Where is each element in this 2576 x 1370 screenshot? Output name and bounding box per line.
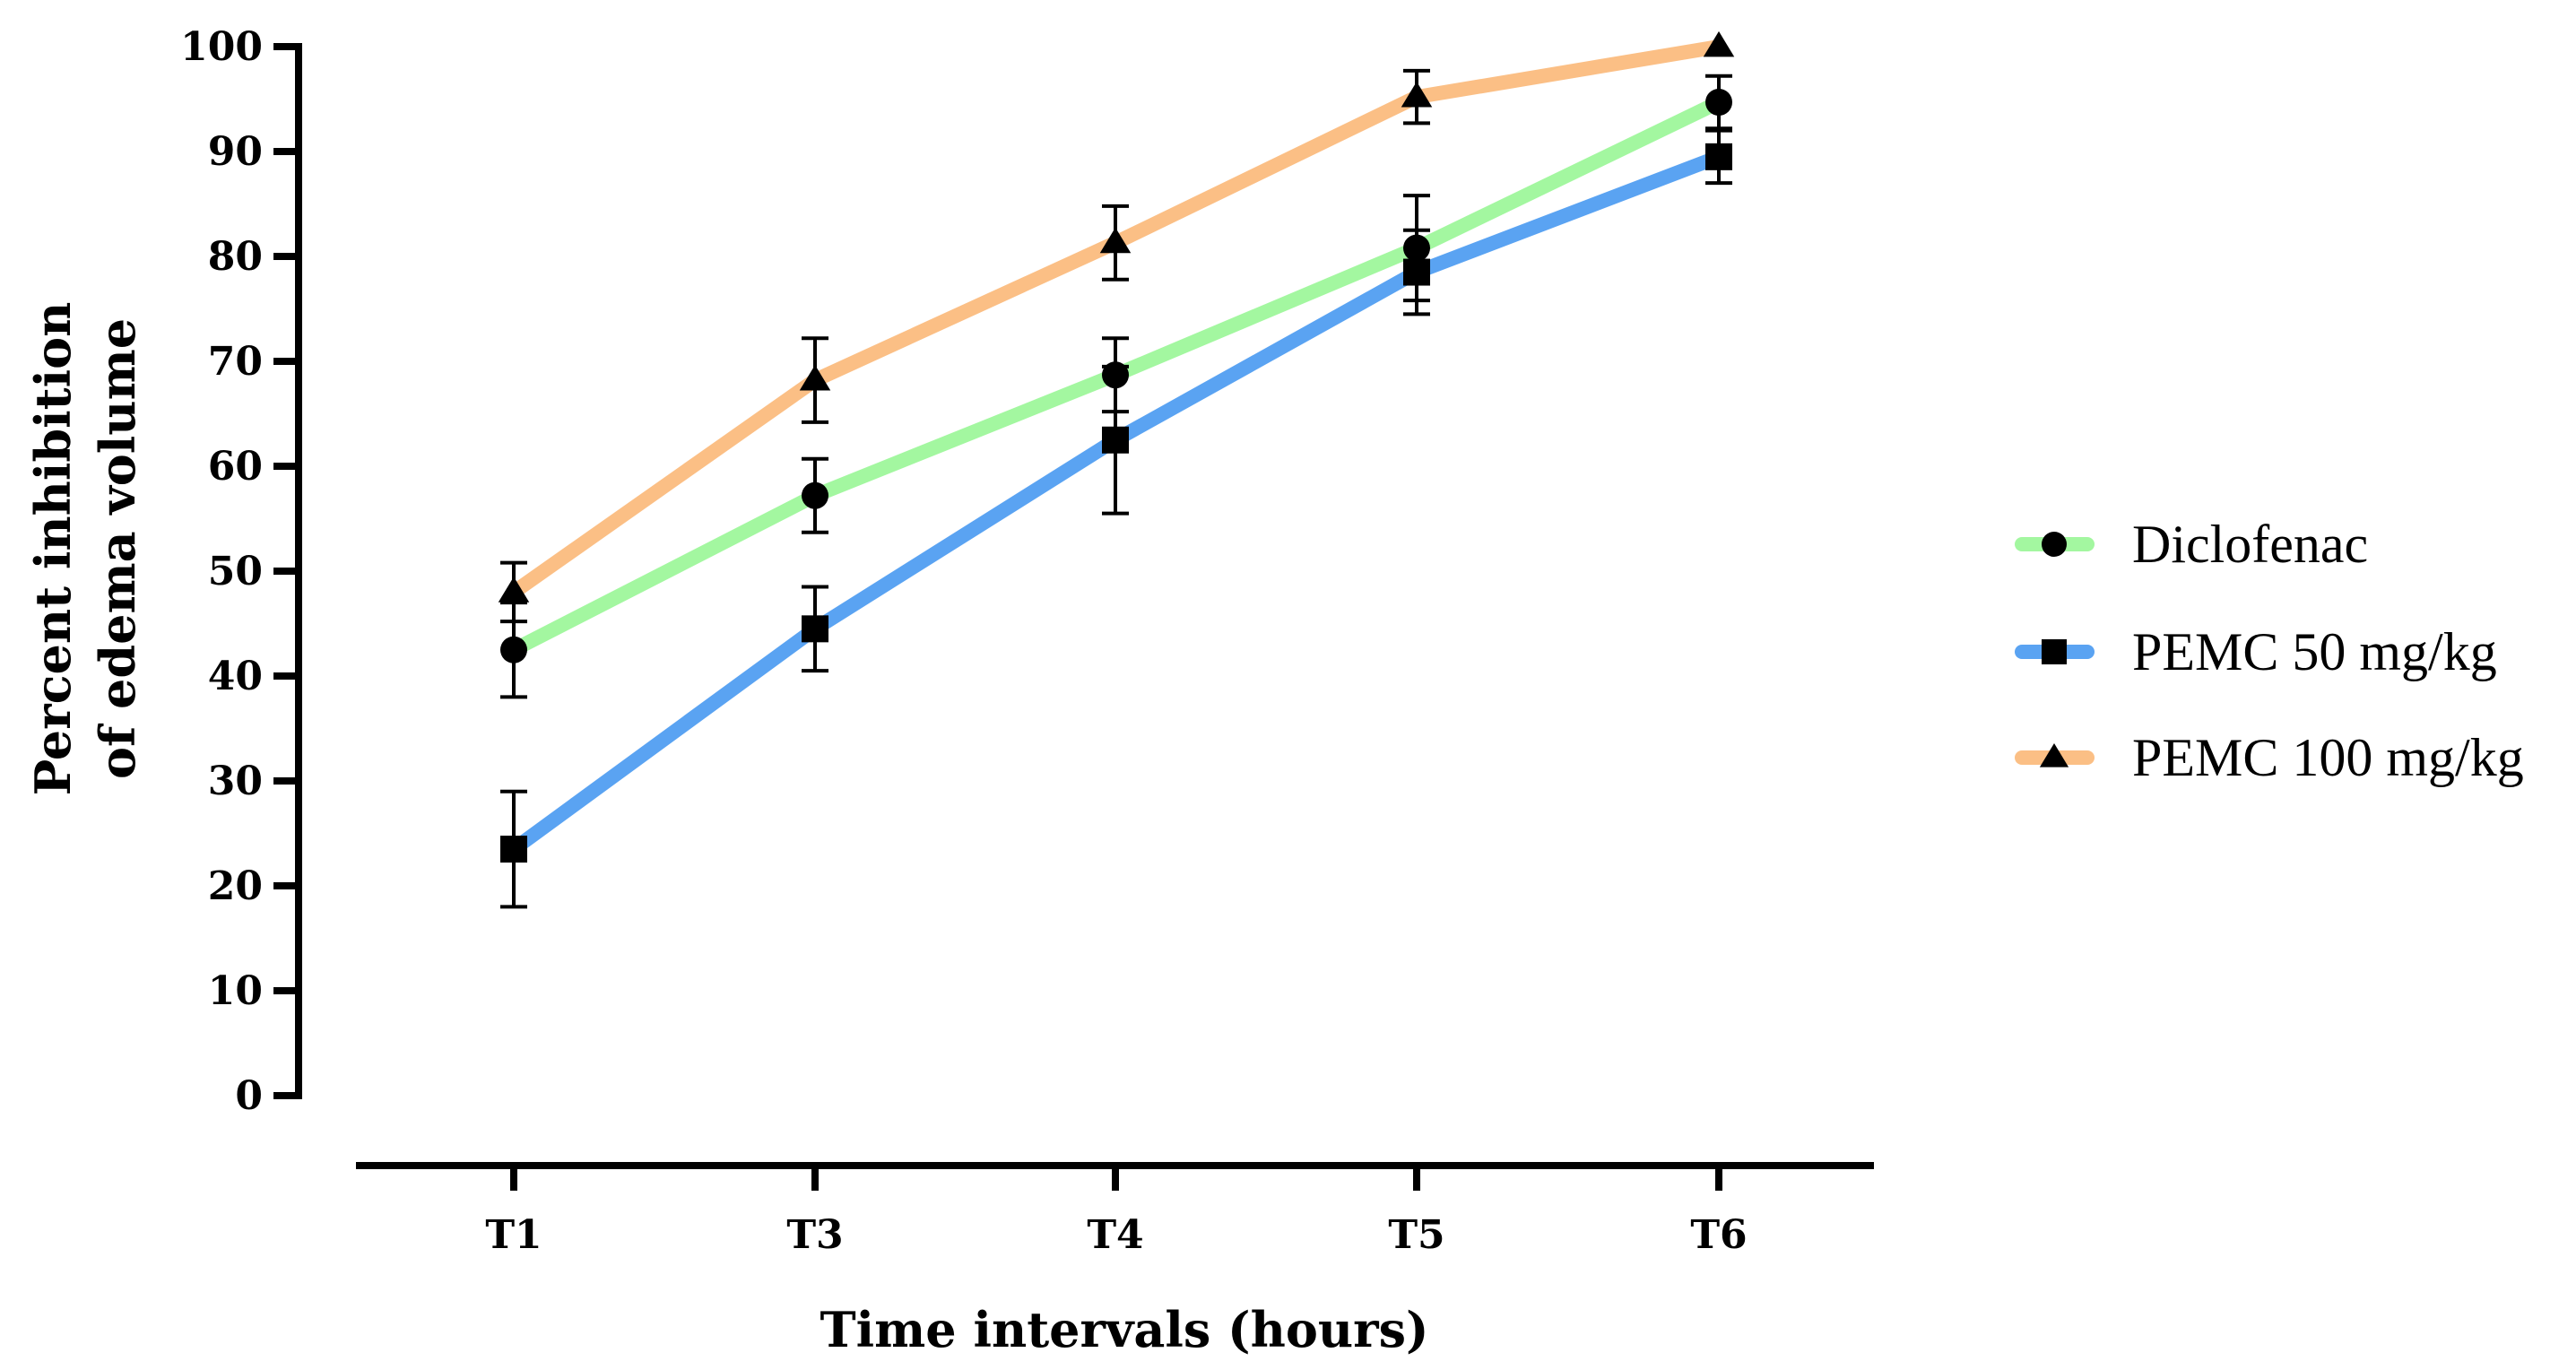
y-tick-label: 30 xyxy=(208,759,263,804)
data-point-diclofenac-t3 xyxy=(802,481,828,509)
y-tick-label: 90 xyxy=(208,129,263,175)
y-tick-label: 80 xyxy=(208,234,263,280)
legend-item-pemc-50-mg-kg: PEMC 50 mg/kg xyxy=(2015,622,2497,681)
data-point-pemc-100-mg-kg-t1 xyxy=(498,577,530,603)
x-tick-label-t1: T1 xyxy=(485,1212,542,1258)
y-axis-title-line-2: of edema volume xyxy=(89,318,146,779)
legend-marker-triangle xyxy=(2039,743,2069,767)
legend-label: PEMC 100 mg/kg xyxy=(2132,728,2524,787)
y-tick-label: 50 xyxy=(208,549,263,594)
x-tick-label-t3: T3 xyxy=(786,1212,843,1258)
y-tick-label: 70 xyxy=(208,339,263,385)
error-bars xyxy=(500,68,1732,909)
data-point-pemc-100-mg-kg-t3 xyxy=(799,364,831,391)
data-point-diclofenac-t6 xyxy=(1705,89,1732,117)
data-point-pemc-50-mg-kg-t6 xyxy=(1705,143,1732,170)
x-tick-label-t5: T5 xyxy=(1388,1212,1444,1258)
data-point-pemc-100-mg-kg-t4 xyxy=(1099,227,1132,254)
data-point-pemc-100-mg-kg-t6 xyxy=(1703,30,1735,57)
data-point-pemc-50-mg-kg-t5 xyxy=(1403,258,1430,286)
data-point-pemc-50-mg-kg-t3 xyxy=(802,615,828,643)
legend: Diclofenac PEMC 50 mg/kg PEMC 100 mg/kg xyxy=(2015,515,2524,787)
data-markers xyxy=(498,30,1735,863)
y-tick-label: 40 xyxy=(208,654,263,699)
data-point-pemc-100-mg-kg-t5 xyxy=(1401,82,1433,108)
data-point-diclofenac-t5 xyxy=(1403,234,1430,262)
y-axis-title-line-1: Percent inhibition xyxy=(24,302,82,796)
y-tick-label: 10 xyxy=(208,968,263,1014)
y-axis: 0 10 20 30 40 50 60 70 80 90 100 xyxy=(180,24,302,1119)
legend-marker-square xyxy=(2042,639,2067,664)
x-axis: T1 T3 T4 T5 T6 xyxy=(356,1162,1874,1258)
data-point-diclofenac-t4 xyxy=(1102,361,1129,389)
legend-label: Diclofenac xyxy=(2132,515,2368,574)
legend-label: PEMC 50 mg/kg xyxy=(2132,622,2497,681)
data-point-diclofenac-t1 xyxy=(500,636,527,663)
data-point-pemc-50-mg-kg-t1 xyxy=(500,836,527,863)
x-tick-label-t4: T4 xyxy=(1087,1212,1143,1258)
data-point-pemc-50-mg-kg-t4 xyxy=(1102,426,1129,454)
x-tick-label-t6: T6 xyxy=(1690,1212,1747,1258)
y-tick-label: 60 xyxy=(208,444,263,490)
x-axis-title: Time intervals (hours) xyxy=(820,1301,1428,1358)
y-tick-label: 100 xyxy=(180,24,263,70)
y-tick-label: 0 xyxy=(235,1073,263,1119)
legend-marker-circle xyxy=(2042,532,2067,557)
legend-item-diclofenac: Diclofenac xyxy=(2015,515,2368,574)
y-tick-label: 20 xyxy=(208,863,263,909)
legend-item-pemc-100-mg-kg: PEMC 100 mg/kg xyxy=(2015,728,2524,787)
